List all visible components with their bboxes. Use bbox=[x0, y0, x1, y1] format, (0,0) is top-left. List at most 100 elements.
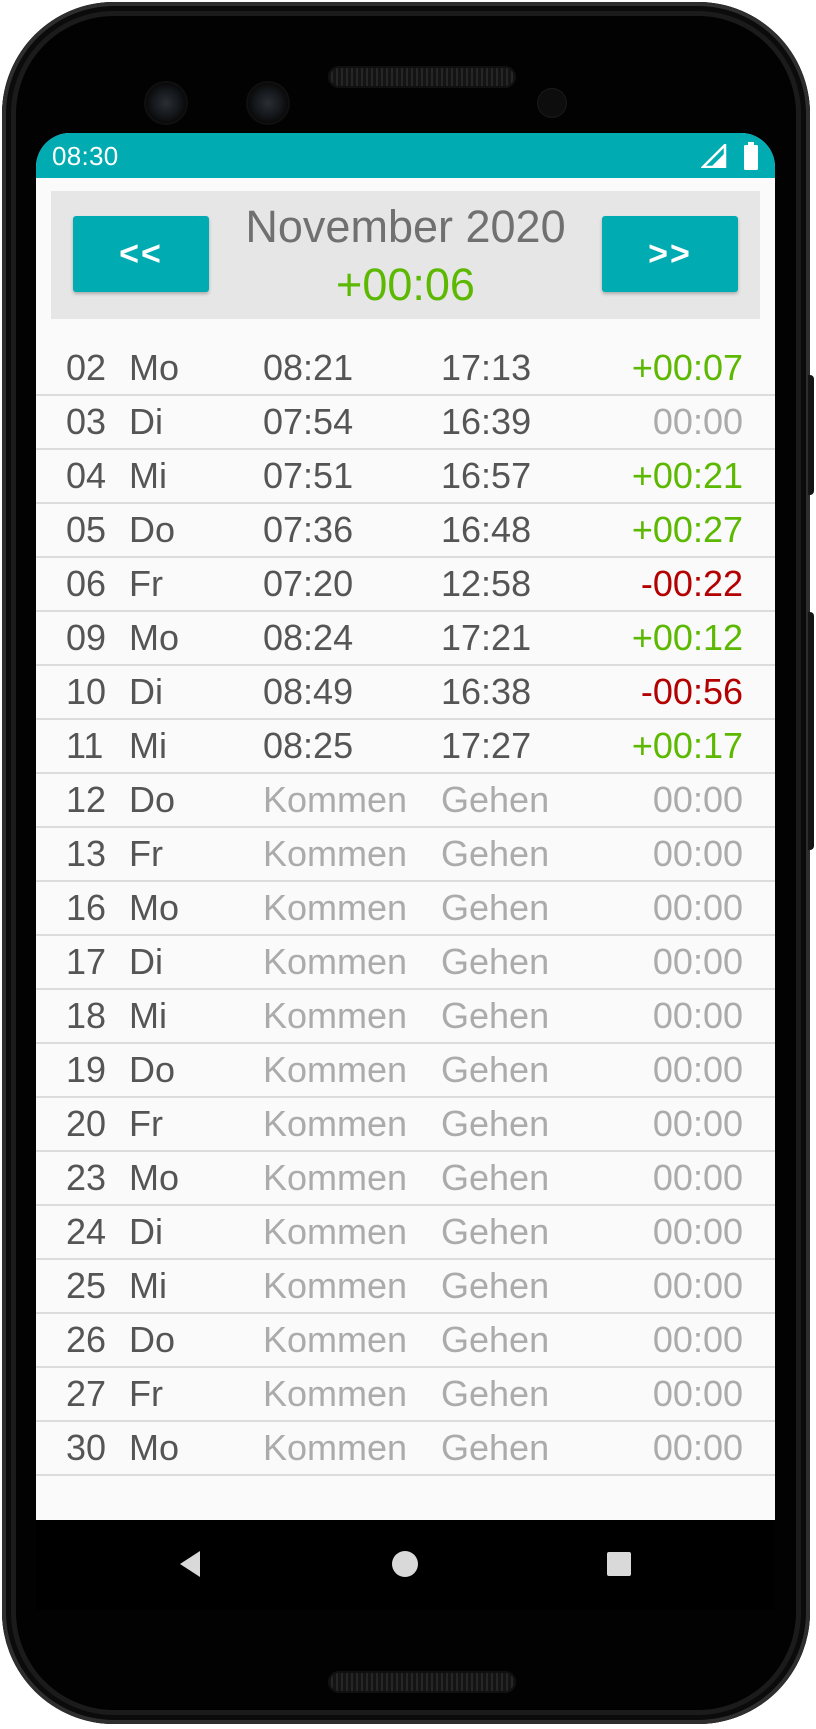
proximity-sensor bbox=[538, 89, 566, 117]
day-row[interactable]: 25 Mi Kommen Gehen 00:00 bbox=[36, 1260, 775, 1314]
day-row[interactable]: 30 Mo Kommen Gehen 00:00 bbox=[36, 1422, 775, 1476]
day-row[interactable]: 06 Fr 07:20 12:58 -00:22 bbox=[36, 558, 775, 612]
weekday: Do bbox=[129, 509, 176, 550]
back-icon[interactable] bbox=[173, 1546, 209, 1582]
check-out-time[interactable]: 16:39 bbox=[441, 401, 532, 442]
day-row[interactable]: 17 Di Kommen Gehen 00:00 bbox=[36, 936, 775, 990]
check-in-time[interactable]: Kommen bbox=[263, 1157, 408, 1198]
home-icon[interactable] bbox=[387, 1546, 423, 1582]
day-number: 02 bbox=[66, 347, 107, 388]
weekday: Mi bbox=[129, 995, 167, 1036]
check-in-time[interactable]: Kommen bbox=[263, 1211, 408, 1252]
day-row[interactable]: 26 Do Kommen Gehen 00:00 bbox=[36, 1314, 775, 1368]
weekday: Di bbox=[129, 941, 163, 982]
day-number: 13 bbox=[66, 833, 107, 874]
check-out-time[interactable]: 16:38 bbox=[441, 671, 532, 712]
time-difference: 00:00 bbox=[652, 1427, 743, 1468]
check-out-time[interactable]: 17:21 bbox=[441, 617, 532, 658]
battery-icon bbox=[744, 142, 758, 170]
day-row[interactable]: 05 Do 07:36 16:48 +00:27 bbox=[36, 504, 775, 558]
day-number: 30 bbox=[66, 1427, 107, 1468]
check-out-time[interactable]: Gehen bbox=[441, 941, 550, 982]
check-out-time[interactable]: 12:58 bbox=[441, 563, 532, 604]
day-row[interactable]: 12 Do Kommen Gehen 00:00 bbox=[36, 774, 775, 828]
day-row[interactable]: 16 Mo Kommen Gehen 00:00 bbox=[36, 882, 775, 936]
check-in-time[interactable]: Kommen bbox=[263, 833, 408, 874]
weekday: Mo bbox=[129, 887, 180, 928]
check-out-time[interactable]: Gehen bbox=[441, 1211, 550, 1252]
check-out-time[interactable]: Gehen bbox=[441, 1049, 550, 1090]
check-in-time[interactable]: Kommen bbox=[263, 779, 408, 820]
day-number: 03 bbox=[66, 401, 107, 442]
day-row[interactable]: 19 Do Kommen Gehen 00:00 bbox=[36, 1044, 775, 1098]
check-in-time[interactable]: Kommen bbox=[263, 1049, 408, 1090]
previous-month-button[interactable]: << bbox=[73, 216, 209, 292]
check-out-time[interactable]: Gehen bbox=[441, 833, 550, 874]
day-row[interactable]: 20 Fr Kommen Gehen 00:00 bbox=[36, 1098, 775, 1152]
check-out-time[interactable]: Gehen bbox=[441, 779, 550, 820]
day-row[interactable]: 11 Mi 08:25 17:27 +00:17 bbox=[36, 720, 775, 774]
weekday: Fr bbox=[129, 1103, 163, 1144]
screen: 08:30 November 2020 +00:06 << >> 02 Mo 08:… bbox=[36, 133, 775, 1610]
check-in-time[interactable]: 08:24 bbox=[263, 617, 354, 658]
check-out-time[interactable]: 16:48 bbox=[441, 509, 532, 550]
check-in-time[interactable]: 07:51 bbox=[263, 455, 354, 496]
check-in-time[interactable]: Kommen bbox=[263, 1265, 408, 1306]
check-in-time[interactable]: 08:49 bbox=[263, 671, 354, 712]
check-in-time[interactable]: Kommen bbox=[263, 941, 408, 982]
check-out-time[interactable]: 16:57 bbox=[441, 455, 532, 496]
day-row[interactable]: 13 Fr Kommen Gehen 00:00 bbox=[36, 828, 775, 882]
weekday: Di bbox=[129, 671, 163, 712]
recents-icon[interactable] bbox=[601, 1546, 637, 1582]
day-number: 10 bbox=[66, 671, 107, 712]
check-in-time[interactable]: 07:54 bbox=[263, 401, 354, 442]
check-out-time[interactable]: 17:13 bbox=[441, 347, 532, 388]
weekday: Mo bbox=[129, 347, 180, 388]
signal-icon bbox=[701, 144, 727, 168]
day-number: 26 bbox=[66, 1319, 107, 1360]
weekday: Mi bbox=[129, 455, 167, 496]
day-row[interactable]: 18 Mi Kommen Gehen 00:00 bbox=[36, 990, 775, 1044]
day-row[interactable]: 24 Di Kommen Gehen 00:00 bbox=[36, 1206, 775, 1260]
day-row[interactable]: 10 Di 08:49 16:38 -00:56 bbox=[36, 666, 775, 720]
front-camera-icon bbox=[146, 83, 186, 123]
time-difference: 00:00 bbox=[652, 995, 743, 1036]
day-row[interactable]: 02 Mo 08:21 17:13 +00:07 bbox=[36, 342, 775, 396]
weekday: Di bbox=[129, 1211, 163, 1252]
day-row[interactable]: 03 Di 07:54 16:39 00:00 bbox=[36, 396, 775, 450]
weekday: Mo bbox=[129, 617, 180, 658]
weekday: Mi bbox=[129, 725, 167, 766]
check-out-time[interactable]: 17:27 bbox=[441, 725, 532, 766]
check-out-time[interactable]: Gehen bbox=[441, 887, 550, 928]
time-difference: 00:00 bbox=[652, 779, 743, 820]
check-in-time[interactable]: Kommen bbox=[263, 1103, 408, 1144]
check-in-time[interactable]: 08:21 bbox=[263, 347, 354, 388]
day-row[interactable]: 09 Mo 08:24 17:21 +00:12 bbox=[36, 612, 775, 666]
check-out-time[interactable]: Gehen bbox=[441, 1319, 550, 1360]
day-row[interactable]: 27 Fr Kommen Gehen 00:00 bbox=[36, 1368, 775, 1422]
check-in-time[interactable]: Kommen bbox=[263, 995, 408, 1036]
check-out-time[interactable]: Gehen bbox=[441, 1157, 550, 1198]
check-in-time[interactable]: 07:36 bbox=[263, 509, 354, 550]
check-out-time[interactable]: Gehen bbox=[441, 1103, 550, 1144]
weekday: Fr bbox=[129, 1373, 163, 1414]
check-in-time[interactable]: Kommen bbox=[263, 1427, 408, 1468]
check-out-time[interactable]: Gehen bbox=[441, 1265, 550, 1306]
check-out-time[interactable]: Gehen bbox=[441, 995, 550, 1036]
check-out-time[interactable]: Gehen bbox=[441, 1427, 550, 1468]
time-difference: 00:00 bbox=[652, 1157, 743, 1198]
check-in-time[interactable]: Kommen bbox=[263, 1319, 408, 1360]
check-out-time[interactable]: Gehen bbox=[441, 1373, 550, 1414]
time-difference: -00:22 bbox=[640, 563, 743, 604]
days-list: 02 Mo 08:21 17:13 +00:07 03 Di 07:54 16:39 00:00 0… bbox=[36, 342, 775, 1476]
day-number: 09 bbox=[66, 617, 107, 658]
check-in-time[interactable]: 07:20 bbox=[263, 563, 354, 604]
day-row[interactable]: 23 Mo Kommen Gehen 00:00 bbox=[36, 1152, 775, 1206]
day-number: 24 bbox=[66, 1211, 107, 1252]
check-in-time[interactable]: Kommen bbox=[263, 887, 408, 928]
day-row[interactable]: 04 Mi 07:51 16:57 +00:21 bbox=[36, 450, 775, 504]
month-header: November 2020 +00:06 << >> bbox=[51, 191, 760, 319]
check-in-time[interactable]: Kommen bbox=[263, 1373, 408, 1414]
check-in-time[interactable]: 08:25 bbox=[263, 725, 354, 766]
next-month-button[interactable]: >> bbox=[602, 216, 738, 292]
